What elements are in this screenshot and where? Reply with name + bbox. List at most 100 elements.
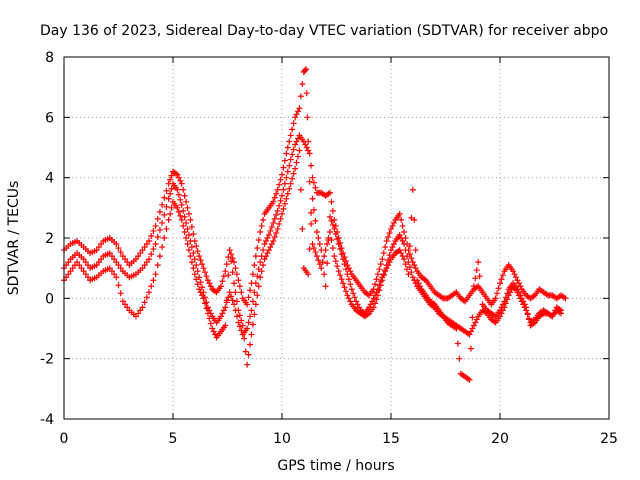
data-point [334, 263, 341, 270]
data-point [310, 245, 317, 252]
data-point [326, 189, 333, 196]
data-point [244, 361, 251, 368]
data-point [345, 295, 352, 302]
data-point [293, 159, 300, 166]
data-point [302, 141, 309, 148]
data-point [257, 228, 264, 235]
data-point [466, 376, 473, 383]
data-point [562, 295, 569, 302]
data-point [80, 256, 87, 263]
data-point [113, 259, 120, 266]
data-point [268, 241, 275, 248]
data-point [238, 289, 245, 296]
data-point [411, 216, 418, 223]
data-point [196, 253, 203, 260]
data-point [257, 274, 264, 281]
data-point [261, 256, 268, 263]
data-point [113, 241, 120, 248]
data-point [287, 180, 294, 187]
data-point [69, 265, 76, 272]
data-point [117, 265, 124, 272]
data-point [108, 253, 115, 260]
data-point [193, 243, 200, 250]
data-point [137, 250, 144, 257]
data-point [412, 265, 419, 272]
data-point [340, 280, 347, 287]
data-point [280, 186, 287, 193]
data-point [232, 289, 239, 296]
data-point [251, 311, 258, 318]
data-point [137, 307, 144, 314]
data-point [325, 237, 332, 244]
data-point [322, 283, 329, 290]
data-point [223, 297, 230, 304]
data-point [312, 217, 319, 224]
data-point [526, 316, 533, 323]
data-point [117, 249, 124, 256]
data-point [273, 229, 280, 236]
data-point [115, 282, 122, 289]
data-point [108, 268, 115, 275]
data-point [163, 203, 170, 210]
data-point [331, 225, 338, 232]
data-point [380, 271, 387, 278]
data-point [148, 283, 155, 290]
data-point [191, 271, 198, 278]
data-point [306, 178, 313, 185]
data-point [326, 213, 333, 220]
data-point [238, 317, 245, 324]
data-point [188, 259, 195, 266]
data-point [93, 247, 100, 254]
data-point [177, 177, 184, 184]
data-point [267, 244, 274, 251]
data-point [321, 271, 328, 278]
data-point [193, 262, 200, 269]
data-point [347, 298, 354, 305]
data-point [82, 259, 89, 266]
data-point [154, 233, 161, 240]
data-point [300, 138, 307, 145]
data-point [148, 232, 155, 239]
data-point [152, 241, 159, 248]
data-point [65, 271, 72, 278]
data-point [177, 196, 184, 203]
data-point [270, 238, 277, 245]
data-point [132, 313, 139, 320]
data-point [342, 288, 349, 295]
data-point [106, 250, 113, 257]
data-point [373, 289, 380, 296]
data-point [408, 255, 415, 262]
data-point [302, 66, 309, 73]
data-point [294, 135, 301, 142]
data-point [194, 281, 201, 288]
data-point [247, 341, 254, 348]
data-point [292, 114, 299, 121]
data-point [163, 225, 170, 232]
data-point [283, 174, 290, 181]
data-point [389, 244, 396, 251]
data-point [366, 304, 373, 311]
data-point [168, 172, 175, 179]
data-point [217, 283, 224, 290]
data-point [524, 310, 531, 317]
data-point [514, 286, 521, 293]
data-point [280, 205, 287, 212]
data-point [310, 179, 317, 186]
data-point [139, 304, 146, 311]
data-point [233, 271, 240, 278]
data-point [337, 246, 344, 253]
data-point [412, 247, 419, 254]
data-point [141, 299, 148, 306]
data-point [332, 258, 339, 265]
data-point [467, 345, 474, 352]
x-tick-label: 25 [600, 431, 618, 447]
data-point [148, 251, 155, 258]
data-point [335, 268, 342, 275]
data-point [518, 295, 525, 302]
data-point [377, 278, 384, 285]
data-point [204, 277, 211, 284]
data-point [274, 225, 281, 232]
data-point [241, 335, 248, 342]
data-point [328, 217, 335, 224]
data-point [372, 281, 379, 288]
